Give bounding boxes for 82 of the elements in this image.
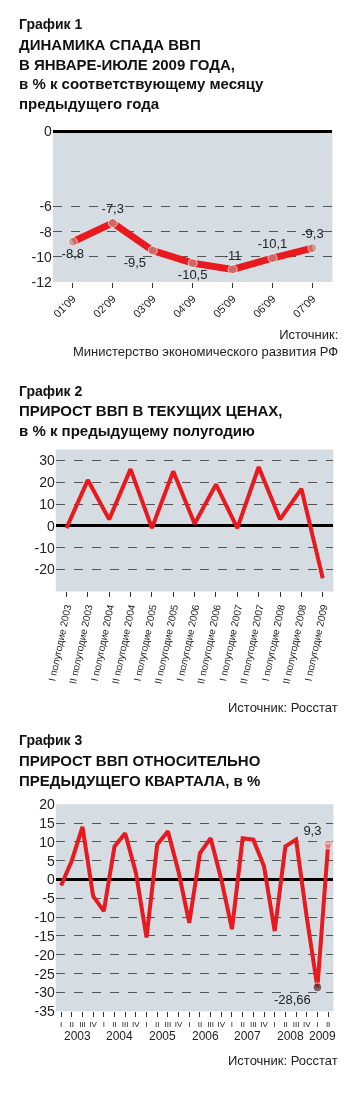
x-tick-label: III	[250, 1019, 257, 1029]
text: 2008	[277, 1029, 305, 1043]
y-tick-label: 0	[44, 123, 53, 140]
y-tick-label: 10	[39, 833, 55, 850]
y-tick-label: -25	[34, 965, 55, 982]
data-label: -11	[223, 247, 242, 263]
y-tick-label: 20	[39, 796, 55, 813]
y-tick-label: -10	[31, 248, 53, 265]
y-tick-label: -12	[31, 273, 53, 290]
text: Источник: Росстат	[228, 700, 338, 715]
x-tick-label: I	[273, 1019, 276, 1029]
data-label: -7,3	[101, 201, 124, 217]
data-label: -9,5	[123, 254, 147, 270]
y-tick-label: -5	[42, 890, 55, 907]
point	[67, 236, 78, 247]
y-tick-label: -15	[34, 927, 55, 944]
point	[187, 258, 198, 269]
x-tick-label: II	[112, 1019, 117, 1029]
text: 2006	[192, 1029, 220, 1043]
text: Источник: Росстат	[228, 1053, 338, 1068]
data-label: -8,8	[61, 246, 85, 262]
text: 2009	[309, 1029, 337, 1043]
point	[307, 243, 318, 254]
x-tick-label: II	[69, 1019, 75, 1029]
x-tick-label: I	[59, 1019, 63, 1029]
point	[267, 253, 278, 264]
chart-title: График 3	[19, 732, 83, 748]
y-tick-label: -20	[34, 946, 55, 963]
x-tick-label: II	[283, 1019, 288, 1029]
chart-title: График 1	[19, 16, 83, 32]
chart-subtitle: ПРИРОСТ ВВП В ТЕКУЩИХ ЦЕНАХ, в % к предыдущему полугодию	[19, 402, 283, 439]
text: 2003	[64, 1029, 92, 1043]
x-tick-label: IV	[260, 1019, 269, 1029]
x-tick-label: I	[316, 1019, 319, 1029]
x-tick-label: I	[188, 1019, 191, 1029]
y-tick-label: 15	[39, 814, 55, 831]
x-tick-label: II	[325, 1019, 331, 1029]
y-tick-label: -6	[39, 198, 53, 215]
x-tick-label: III	[79, 1019, 86, 1029]
x-tick-label: II	[240, 1019, 245, 1029]
x-tick-label: III	[121, 1019, 129, 1029]
x-tick-label: III	[292, 1019, 300, 1029]
y-tick-label: 0	[46, 871, 55, 888]
point	[227, 264, 238, 275]
chart-title: График 2	[19, 383, 83, 399]
y-tick-label: -10	[34, 909, 55, 926]
y-tick-label: -30	[34, 984, 55, 1001]
y-tick-label: -35	[34, 1003, 55, 1020]
x-tick-label: IV	[174, 1019, 184, 1029]
line-series	[64, 464, 325, 581]
x-tick-label: I	[145, 1019, 148, 1029]
y-tick-label: 30	[39, 452, 55, 469]
y-tick-label: 10	[39, 495, 55, 512]
chart-subtitle: ДИНАМИКА СПАДА ВВП В ЯНВАРЕ-ИЮЛЕ 2009 ГОДА, в % к соответствующему месяцу предыдущего года	[19, 36, 264, 112]
y-tick-label: 0	[46, 517, 55, 534]
x-tick-label: II	[197, 1019, 203, 1029]
x-tick-label: I	[102, 1019, 105, 1029]
y-tick-label: 20	[39, 474, 55, 491]
point	[107, 217, 118, 228]
data-label: -10,1	[257, 236, 288, 252]
x-tick-label: I	[230, 1019, 234, 1029]
x-tick-label: IV	[302, 1019, 312, 1029]
data-label: 9,3	[303, 822, 322, 838]
x-tick-label: III	[164, 1019, 172, 1029]
x-tick-label: IV	[89, 1019, 98, 1029]
point	[147, 245, 158, 256]
y-tick-label: -8	[39, 223, 53, 240]
x-tick-label: II	[155, 1019, 160, 1029]
text: 2004	[106, 1029, 134, 1043]
chart-subtitle: ПРИРОСТ ВВП ОТНОСИТЕЛЬНО ПРЕДЫДУЩЕГО КВАРТАЛА, в %	[19, 752, 261, 789]
data-label: -10,5	[177, 267, 208, 283]
x-tick-label: IV	[132, 1019, 141, 1029]
text: 2005	[149, 1029, 177, 1043]
y-tick-label: -10	[34, 539, 55, 556]
data-label: -9,3	[301, 226, 324, 242]
data-label: -28,66	[273, 991, 311, 1007]
text: Источник: Министерство экономического развития РФ	[73, 327, 339, 359]
x-tick-label: III	[207, 1019, 214, 1029]
text: 2007	[234, 1029, 262, 1043]
x-tick-label: IV	[217, 1019, 226, 1029]
y-tick-label: -20	[34, 561, 55, 578]
y-tick-label: 5	[46, 852, 55, 869]
